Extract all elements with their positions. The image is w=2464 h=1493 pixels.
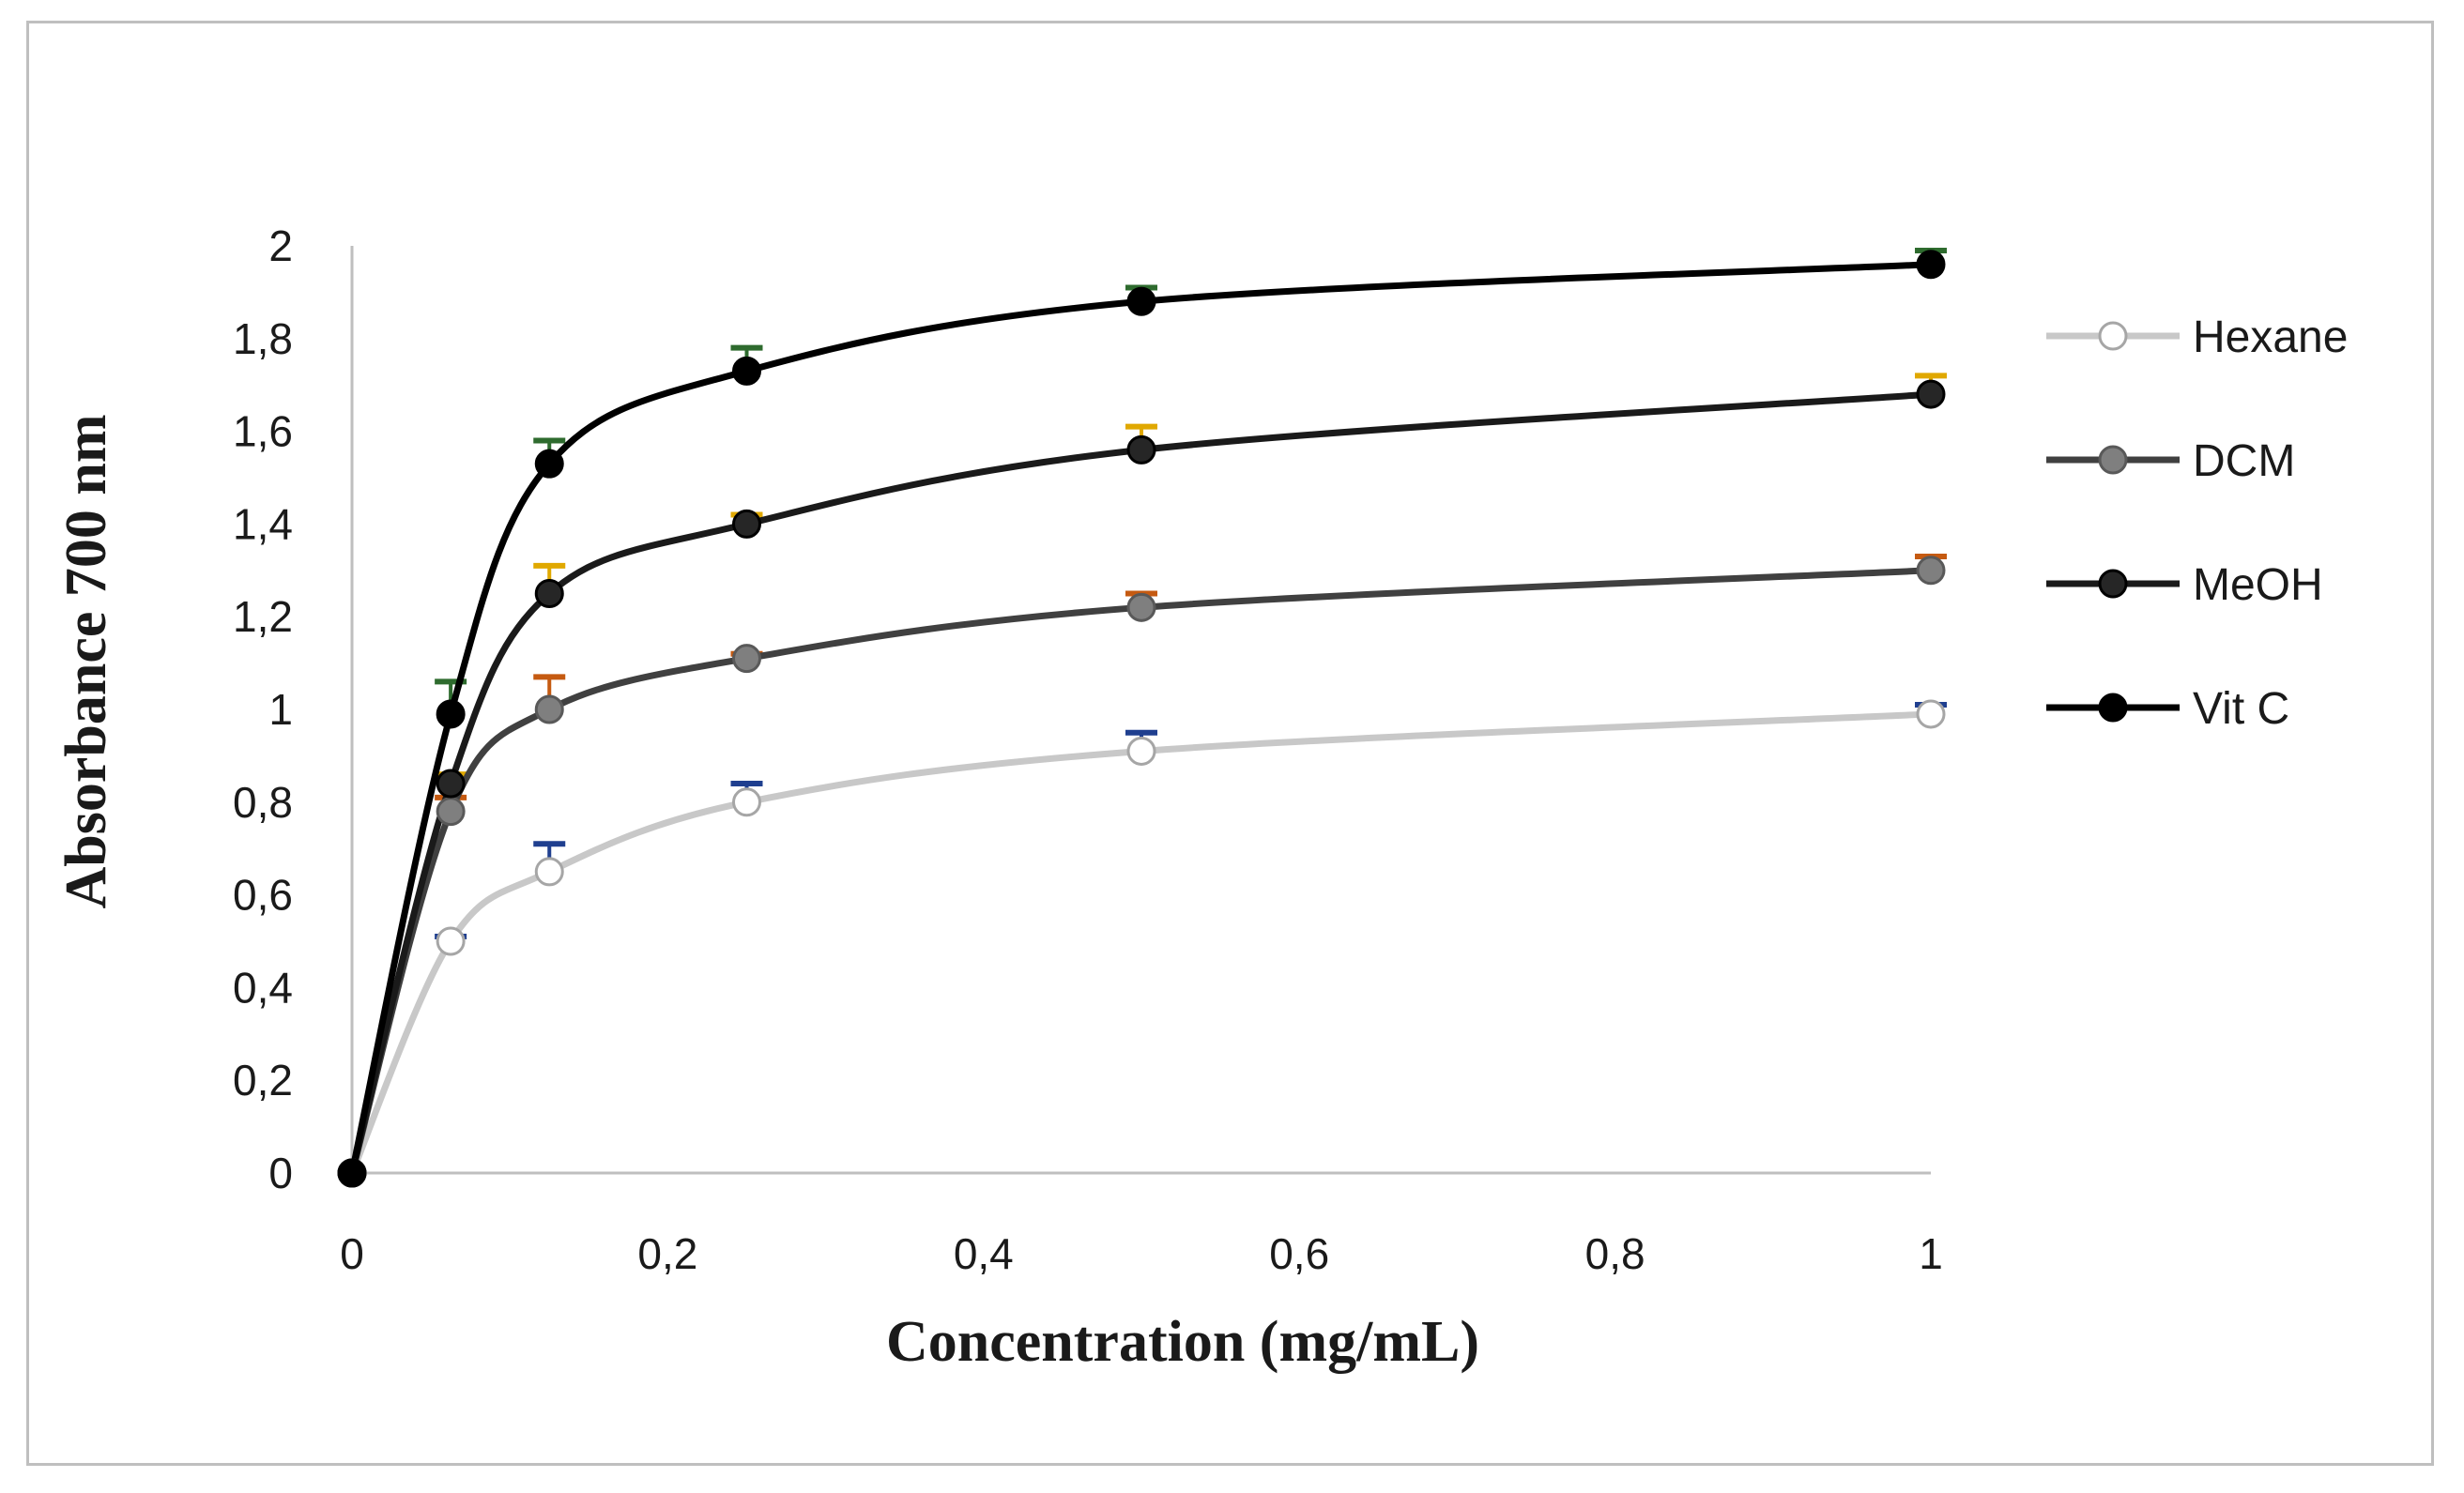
x-tick-label: 0,8 xyxy=(1585,1229,1645,1278)
data-point-dcm xyxy=(436,797,466,827)
data-point-vit-c xyxy=(436,699,466,729)
legend-marker-hexane xyxy=(2098,321,2128,351)
x-axis-title: Concentration (mg/mL) xyxy=(886,1310,1479,1374)
y-tick-label: 0,2 xyxy=(233,1056,293,1105)
data-point-hexane xyxy=(1916,699,1946,729)
x-tick-label: 0 xyxy=(340,1229,364,1278)
data-point-hexane xyxy=(534,857,564,887)
y-tick-label: 0,6 xyxy=(233,871,293,920)
data-point-dcm xyxy=(1916,556,1946,586)
legend: Hexane DCM MeOH Vit C xyxy=(2046,312,2348,734)
data-point-dcm xyxy=(534,694,564,724)
legend-label-vit-c: Vit C xyxy=(2193,684,2289,734)
y-tick-label: 0 xyxy=(268,1149,293,1197)
data-point-meoh xyxy=(436,769,466,799)
legend-label-dcm: DCM xyxy=(2193,436,2295,486)
x-tick-label: 0,2 xyxy=(637,1229,697,1278)
x-tick-label: 0,6 xyxy=(1269,1229,1329,1278)
legend-label-hexane: Hexane xyxy=(2193,312,2348,362)
x-tick-label: 0,4 xyxy=(954,1229,1014,1278)
x-tick-label: 1 xyxy=(1919,1229,1943,1278)
series-line-meoh xyxy=(348,390,1932,1174)
series-line-dcm xyxy=(348,567,1932,1174)
markers xyxy=(337,250,1946,1188)
legend-marker-meoh xyxy=(2098,569,2128,599)
data-point-dcm xyxy=(732,644,761,674)
axes xyxy=(350,246,1931,1175)
data-point-dcm xyxy=(1126,592,1156,622)
error-bars xyxy=(435,247,1947,941)
data-point-meoh xyxy=(732,509,761,539)
y-tick-label: 0,8 xyxy=(233,778,293,827)
y-tick-label: 0,4 xyxy=(233,963,293,1012)
data-point-meoh xyxy=(534,579,564,608)
legend-marker-vit-c xyxy=(2098,693,2128,723)
y-tick-label: 1,4 xyxy=(233,499,293,548)
data-point-hexane xyxy=(436,926,466,956)
series-lines xyxy=(348,261,1932,1175)
legend-label-meoh: MeOH xyxy=(2193,560,2323,610)
y-tick-label: 1,6 xyxy=(233,407,293,456)
y-tick-label: 1,2 xyxy=(233,592,293,641)
data-point-hexane xyxy=(1126,736,1156,766)
data-point-meoh xyxy=(1126,434,1156,465)
data-point-meoh xyxy=(1916,379,1946,409)
data-point-vit-c xyxy=(534,449,564,479)
data-point-vit-c xyxy=(337,1158,367,1188)
legend-marker-dcm xyxy=(2098,445,2128,475)
data-point-hexane xyxy=(732,787,761,817)
series-line-hexane xyxy=(348,710,1932,1175)
y-tick-label: 1,8 xyxy=(233,314,293,363)
data-point-vit-c xyxy=(1916,250,1946,280)
data-point-vit-c xyxy=(1126,286,1156,316)
series-line-vit-c xyxy=(348,261,1932,1174)
data-point-vit-c xyxy=(732,356,761,386)
y-tick-label: 1 xyxy=(268,685,293,734)
y-axis-title: Absorbance 700 nm xyxy=(54,414,118,908)
y-tick-label: 2 xyxy=(268,221,293,270)
tick-labels: 0 0,2 0,4 0,6 0,8 1 1,2 1,4 1,6 1,8 2 0 0,2 0,4 0,6 0,8… xyxy=(233,221,1943,1278)
